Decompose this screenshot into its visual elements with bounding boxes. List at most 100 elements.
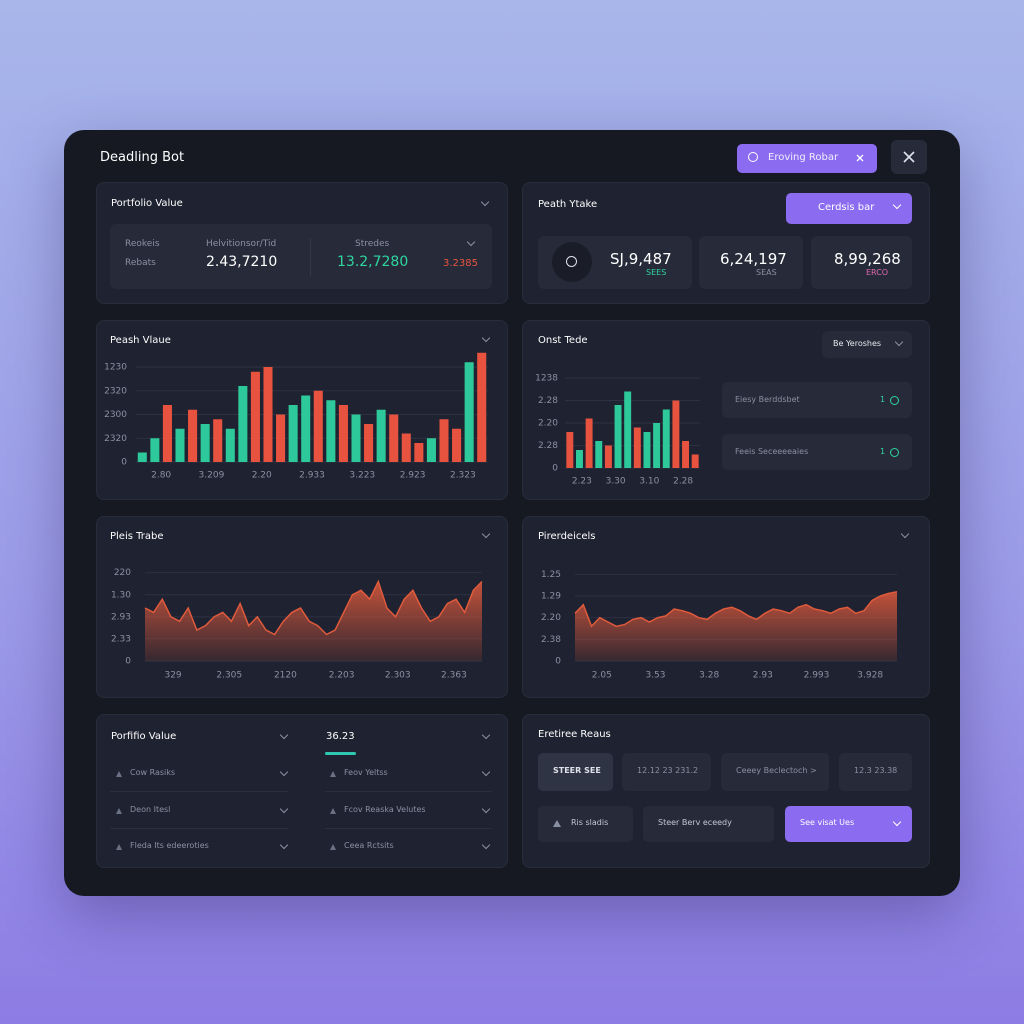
y-tick-label: 2.33 — [111, 634, 131, 644]
list-icon — [330, 771, 336, 777]
search-icon — [748, 152, 758, 162]
list-item[interactable]: Feov Yeltss — [344, 768, 388, 777]
label: Rebats — [125, 258, 156, 268]
button[interactable] — [839, 753, 912, 791]
panel-title: Pleis Trabe — [110, 531, 164, 542]
y-tick-label: 0 — [121, 458, 127, 468]
x-tick-label: 2.363 — [441, 671, 467, 681]
bar — [595, 441, 603, 468]
x-tick-label: 2.20 — [252, 471, 272, 481]
toggle[interactable] — [890, 396, 899, 405]
y-tick-label: 2.28 — [538, 441, 558, 451]
bar — [414, 443, 424, 462]
panel-title: Porfifio Value — [111, 731, 177, 742]
x-tick-label: 3.53 — [645, 671, 665, 681]
x-tick-label: 2.993 — [804, 671, 830, 681]
bar — [643, 432, 651, 468]
button[interactable] — [622, 753, 711, 791]
button-text: See visat Ues — [800, 818, 855, 827]
x-tick-label: 3.223 — [349, 471, 375, 481]
bar — [672, 400, 680, 468]
list-item[interactable]: Fcov Reaska Velutes — [344, 804, 426, 814]
bar — [213, 419, 223, 462]
y-tick-label: 0 — [555, 657, 561, 667]
bar — [691, 454, 699, 468]
y-tick-label: 2320 — [104, 434, 127, 444]
bar — [364, 424, 374, 462]
value: 13.2,7280 — [337, 254, 409, 270]
area — [575, 591, 897, 661]
dropdown[interactable] — [786, 193, 912, 224]
button[interactable] — [785, 806, 912, 842]
y-tick-label: 1230 — [104, 363, 127, 373]
x-tick-label: 2.923 — [400, 471, 426, 481]
button-text: Steer Berv eceedy — [658, 818, 732, 827]
stat-icon-glyph — [566, 256, 577, 267]
button[interactable] — [721, 753, 829, 791]
bar — [662, 409, 670, 468]
x-tick-label: 2.80 — [151, 471, 171, 481]
bar — [464, 362, 474, 462]
summary-box — [110, 224, 492, 289]
separator — [325, 827, 492, 829]
button-text: Ceeey Beclectoch > — [736, 766, 817, 775]
x-tick-label: 2.28 — [673, 477, 693, 487]
bar — [276, 414, 286, 462]
button-text: STEER SEE — [553, 766, 601, 775]
list-item[interactable]: Deon Itesl — [130, 804, 171, 814]
list-item[interactable]: Fleda Its edeeroties — [130, 841, 209, 850]
toggle-label: Feeis Seceeeeaies — [735, 447, 809, 456]
x-tick-label: 2.05 — [592, 671, 612, 681]
list-item[interactable]: Ceea Rctsits — [344, 841, 394, 850]
divider — [310, 238, 311, 276]
panel-title: Onst Tede — [538, 335, 588, 346]
stat-card — [699, 236, 803, 289]
x-tick-label: 2.303 — [385, 671, 411, 681]
y-tick-label: 2300 — [104, 410, 127, 420]
panel-title: Peash Vlaue — [110, 335, 171, 346]
bar — [376, 409, 386, 462]
y-tick-label: 1.25 — [541, 570, 561, 580]
toggle-row[interactable] — [722, 382, 912, 418]
badge: 1 — [880, 447, 886, 456]
x-tick-label: 2.933 — [299, 471, 325, 481]
y-tick-label: 2.93 — [111, 612, 131, 622]
x-tick-label: 3.10 — [639, 477, 659, 487]
button[interactable] — [538, 753, 613, 791]
label: Stredes — [355, 239, 390, 249]
bar — [585, 418, 593, 468]
search-clear[interactable] — [856, 154, 864, 162]
bar — [604, 445, 612, 468]
bar — [452, 428, 462, 462]
tab[interactable]: 36.23 — [326, 731, 355, 742]
bar — [162, 405, 172, 462]
button-text: 12.3 23.38 — [854, 766, 898, 775]
bar — [566, 432, 574, 468]
dropdown-text: Be Yeroshes — [833, 339, 882, 348]
y-tick-label: 220 — [114, 568, 131, 578]
bar — [338, 405, 348, 462]
stat-card — [811, 236, 912, 289]
bar — [389, 414, 399, 462]
search-button[interactable] — [737, 144, 877, 173]
badge: 1 — [880, 395, 886, 404]
button[interactable] — [643, 806, 774, 842]
close-icon — [903, 151, 915, 163]
dropdown[interactable] — [822, 331, 912, 358]
bar — [426, 438, 436, 462]
bar — [439, 419, 449, 462]
list-item[interactable]: Cow Rasiks — [130, 768, 176, 777]
bar — [682, 441, 690, 468]
dropdown-text: Cerdsis bar — [818, 202, 875, 213]
toggle[interactable] — [890, 448, 899, 457]
toggle-row[interactable] — [722, 434, 912, 470]
list-icon — [116, 807, 122, 814]
y-tick-label: 1.29 — [541, 592, 561, 602]
area-line — [574, 590, 898, 628]
bar — [175, 428, 185, 462]
stat-value: 8,99,268 — [834, 250, 901, 268]
list-icon — [116, 844, 122, 850]
x-tick-label: 3.30 — [606, 477, 626, 487]
list-icon — [116, 771, 122, 777]
list-icon — [330, 844, 336, 850]
